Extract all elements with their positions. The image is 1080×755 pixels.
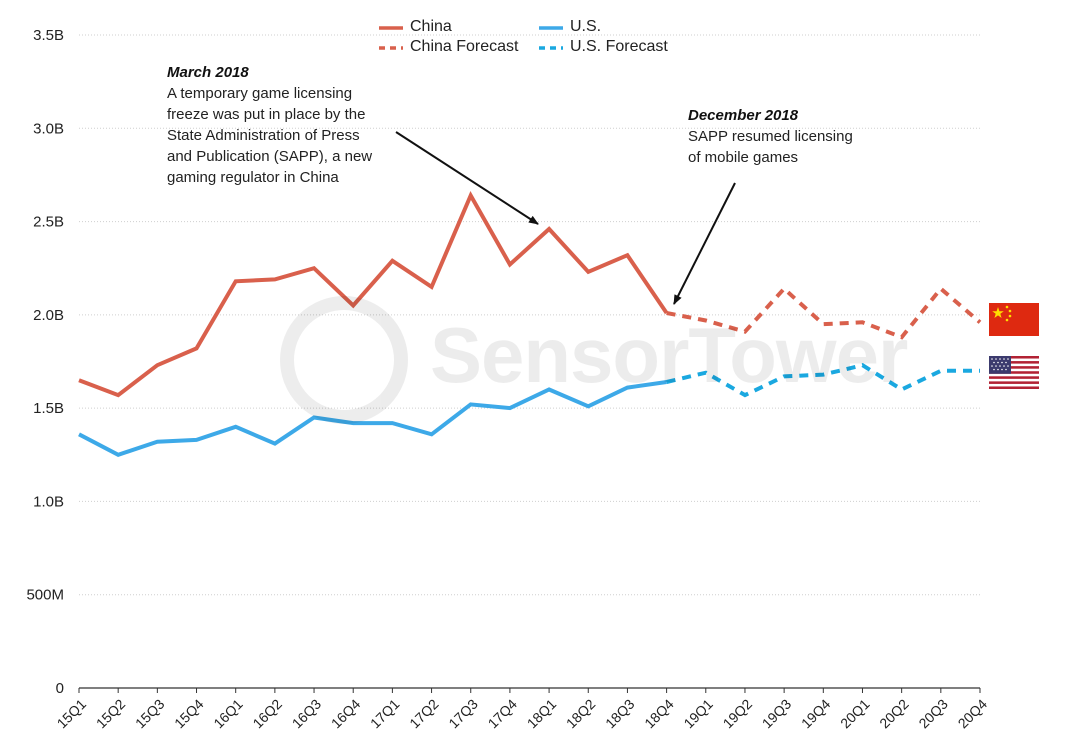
watermark-logo-icon [280, 296, 408, 424]
y-tick-label: 2.0B [33, 307, 64, 324]
legend: China China Forecast U.S. U.S. Forecast [378, 18, 698, 62]
x-tick-label: 18Q2 [563, 696, 599, 732]
watermark: SensorTower [280, 296, 908, 446]
x-tick-label: 17Q3 [445, 696, 481, 732]
series-line-china [78, 191, 669, 398]
x-tick-label: 18Q4 [641, 696, 677, 732]
annotation-march-2018: March 2018 A temporary game licensing fr… [167, 62, 427, 188]
y-tick-label: 500M [26, 587, 64, 604]
y-tick-label: 3.5B [33, 27, 64, 44]
china-flag-icon [989, 303, 1039, 336]
x-tick-label: 18Q3 [602, 696, 638, 732]
legend-label: China Forecast [410, 38, 519, 55]
x-tick-label: 18Q1 [524, 696, 560, 732]
series-line-china-forecast [666, 285, 982, 340]
annotation-line: SAPP resumed licensing [688, 128, 853, 145]
arrow-march-2018 [395, 131, 539, 225]
x-tick-label: 15Q3 [132, 696, 168, 732]
x-tick-label: 19Q4 [798, 696, 834, 732]
y-tick-label: 1.0B [33, 493, 64, 510]
series-line-u-s [78, 380, 667, 457]
x-tick-label: 16Q4 [328, 696, 364, 732]
legend-label: China [410, 18, 452, 35]
series-line-u-s-forecast [666, 363, 980, 398]
watermark-text: SensorTower [430, 311, 908, 399]
annotation-line: A temporary game licensing [167, 85, 353, 102]
annotation-line: and Publication (SAPP), a new [167, 148, 373, 165]
annotation-december-2018: December 2018 SAPP resumed licensing of … [688, 105, 908, 168]
y-tick-labels: 0 500M 1.0B 1.5B 2.0B 2.5B 3.0B 3.5B [26, 27, 64, 697]
x-tick-label: 20Q1 [837, 696, 873, 732]
legend-label: U.S. [570, 18, 602, 35]
annotation-title: March 2018 [167, 64, 249, 81]
us-flag-icon [989, 356, 1039, 389]
x-tick-label: 16Q3 [289, 696, 325, 732]
y-tick-label: 1.5B [33, 400, 64, 417]
annotation-line: gaming regulator in China [167, 169, 339, 186]
annotation-arrows [395, 131, 736, 305]
x-tick-label: 17Q1 [367, 696, 403, 732]
x-tick-label: 17Q4 [485, 696, 521, 732]
x-tick-label: 16Q2 [249, 696, 285, 732]
x-tick-label: 20Q2 [876, 696, 912, 732]
x-tick-label: 15Q4 [171, 696, 207, 732]
y-tick-label: 3.0B [33, 120, 64, 137]
x-tick-label: 17Q2 [406, 696, 442, 732]
y-tick-label: 0 [56, 680, 64, 697]
x-tick-label: 19Q2 [720, 696, 756, 732]
x-tick-label: 19Q3 [759, 696, 795, 732]
arrow-december-2018 [673, 182, 736, 305]
x-tick-label: 20Q3 [915, 696, 951, 732]
annotation-line: freeze was put in place by the [167, 106, 366, 123]
x-tick-label: 20Q4 [955, 696, 991, 732]
x-tick-labels: 15Q1 15Q2 15Q3 15Q4 16Q1 16Q2 16Q3 16Q4 17Q1 17Q2… [54, 688, 991, 732]
y-tick-label: 2.5B [33, 214, 64, 231]
annotation-title: December 2018 [688, 107, 799, 124]
x-tick-label: 19Q1 [680, 696, 716, 732]
annotation-line: of mobile games [688, 149, 799, 166]
x-tick-label: 15Q2 [93, 696, 129, 732]
x-tick-label: 15Q1 [54, 696, 90, 732]
annotation-line: State Administration of Press [167, 127, 360, 144]
series-lines [78, 191, 982, 457]
legend-label: U.S. Forecast [570, 38, 668, 55]
x-tick-label: 16Q1 [210, 696, 246, 732]
